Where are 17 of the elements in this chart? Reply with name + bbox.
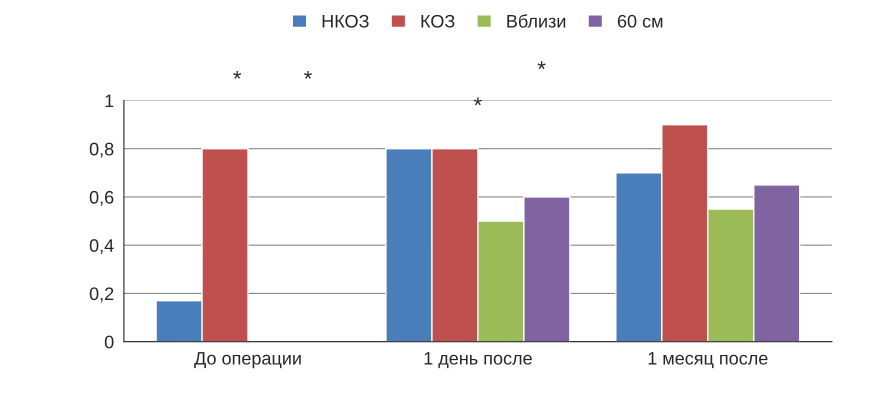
y-tick-label: 0,8 <box>90 142 114 158</box>
annotation: * <box>474 97 482 106</box>
text: * <box>233 70 242 79</box>
x-tick-label: 1 день после <box>424 352 532 368</box>
y-tick-label: 0,4 <box>90 239 114 254</box>
y-tick-label: 1 <box>106 94 114 108</box>
text: * <box>538 61 546 70</box>
legend-label: Вблизи <box>507 14 566 28</box>
legend-label: 60 см <box>618 14 662 28</box>
text: * <box>304 70 312 79</box>
y-tick-label: 0 <box>104 336 114 348</box>
x-tick-label: До операции <box>194 352 301 368</box>
legend-label: КОЗ <box>422 14 454 28</box>
y-tick-label: 0,2 <box>90 287 114 302</box>
legend-label: НКОЗ <box>322 14 369 28</box>
x-tick-label: 1 месяц после <box>648 352 768 368</box>
y-tick-label: 0,6 <box>90 190 114 206</box>
